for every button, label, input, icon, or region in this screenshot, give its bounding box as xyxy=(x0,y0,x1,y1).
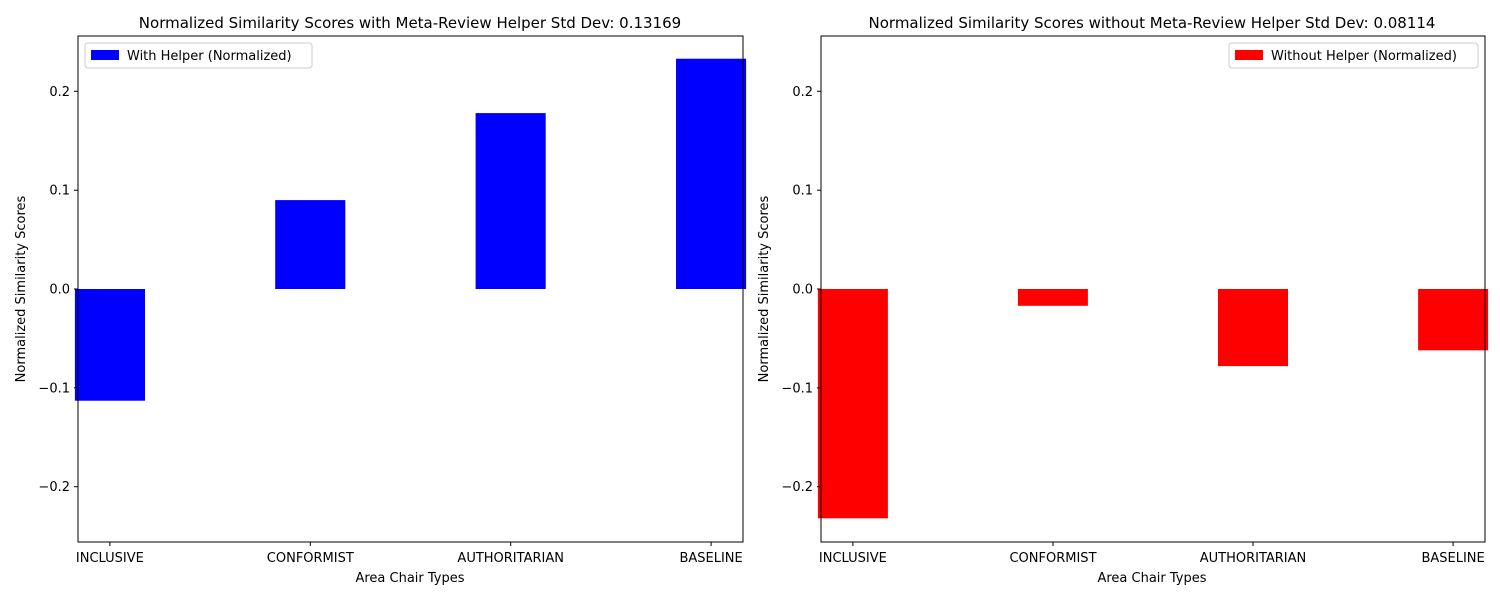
chart-title: Normalized Similarity Scores without Met… xyxy=(869,14,1436,32)
y-tick-label: 0.1 xyxy=(49,184,70,199)
y-axis-label: Normalized Similarity Scores xyxy=(757,195,772,382)
bar-conformist xyxy=(275,200,346,289)
y-tick-label: 0.0 xyxy=(49,283,70,298)
y-axis-ticks: −0.2 −0.1 0.0 0.1 0.2 xyxy=(38,85,78,495)
y-tick-label: 0.2 xyxy=(792,85,813,100)
x-tick-label: INCLUSIVE xyxy=(819,551,887,566)
y-axis-ticks: −0.2 −0.1 0.0 0.1 0.2 xyxy=(781,85,821,495)
x-tick-label: INCLUSIVE xyxy=(76,551,144,566)
bar-series xyxy=(817,289,1489,519)
y-axis-label: Normalized Similarity Scores xyxy=(14,195,29,382)
bar-authoritarian xyxy=(475,113,546,289)
chart-with-helper: Normalized Similarity Scores with Meta-R… xyxy=(14,14,747,586)
x-axis-ticks: INCLUSIVE CONFORMIST AUTHORITARIAN BASELINE xyxy=(819,542,1485,566)
legend-swatch xyxy=(91,50,119,60)
x-tick-label: AUTHORITARIAN xyxy=(457,551,564,566)
legend-label: Without Helper (Normalized) xyxy=(1271,49,1457,64)
bar-inclusive xyxy=(817,289,888,519)
y-tick-label: −0.1 xyxy=(38,381,70,396)
y-tick-label: −0.1 xyxy=(781,381,813,396)
bar-baseline xyxy=(676,58,747,290)
bar-authoritarian xyxy=(1218,289,1288,367)
chart-without-helper: Normalized Similarity Scores without Met… xyxy=(757,14,1489,586)
x-tick-label: AUTHORITARIAN xyxy=(1200,551,1307,566)
bar-conformist xyxy=(1017,289,1088,306)
bar-baseline xyxy=(1418,289,1489,351)
y-tick-label: −0.2 xyxy=(38,480,70,495)
y-tick-label: 0.1 xyxy=(792,184,813,199)
legend-label: With Helper (Normalized) xyxy=(127,49,292,64)
legend: With Helper (Normalized) xyxy=(84,42,313,69)
x-tick-label: CONFORMIST xyxy=(1009,551,1096,566)
bar-series xyxy=(74,58,747,401)
legend-swatch xyxy=(1235,50,1263,60)
plot-frame xyxy=(820,35,1486,543)
plot-frame xyxy=(77,35,744,543)
bar-inclusive xyxy=(74,289,145,401)
legend-box xyxy=(1228,42,1479,69)
legend-box xyxy=(84,42,313,69)
x-tick-label: CONFORMIST xyxy=(267,551,354,566)
y-tick-label: −0.2 xyxy=(781,480,813,495)
chart-title: Normalized Similarity Scores with Meta-R… xyxy=(139,14,681,32)
legend: Without Helper (Normalized) xyxy=(1228,42,1479,69)
x-axis-label: Area Chair Types xyxy=(355,571,464,586)
x-tick-label: BASELINE xyxy=(679,551,742,566)
y-tick-label: 0.2 xyxy=(49,85,70,100)
x-tick-label: BASELINE xyxy=(1421,551,1484,566)
x-axis-label: Area Chair Types xyxy=(1097,571,1206,586)
y-tick-label: 0.0 xyxy=(792,283,813,298)
x-axis-ticks: INCLUSIVE CONFORMIST AUTHORITARIAN BASELINE xyxy=(76,542,743,566)
